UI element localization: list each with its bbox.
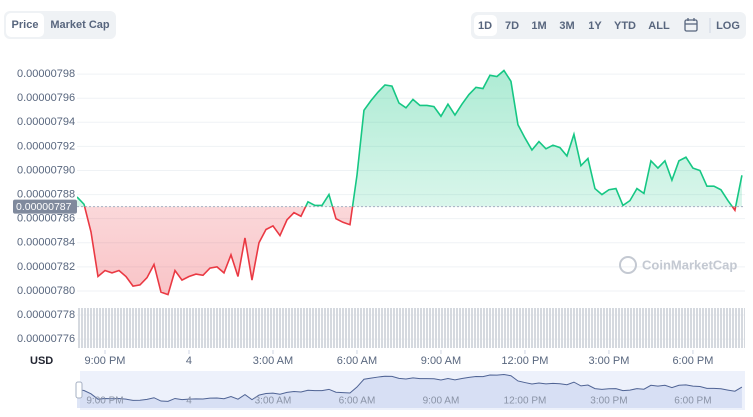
y-tick-label: 0.00000782 (17, 261, 75, 273)
range-selected (474, 15, 497, 36)
x-tick-label: 12:00 PM (501, 355, 548, 367)
range-button[interactable]: 1D (478, 20, 492, 32)
y-tick-label: 0.00000792 (17, 140, 75, 152)
navigator-tick-label: 6:00 PM (674, 396, 711, 407)
navigator-tick-label: 9:00 PM (86, 396, 123, 407)
x-tick-label: 4 (186, 355, 192, 367)
range-button[interactable]: YTD (614, 20, 636, 32)
y-tick-label: 0.00000784 (17, 237, 75, 249)
currency-label: USD (30, 355, 53, 367)
y-tick-label: 0.00000788 (17, 188, 75, 200)
y-tick-label: 0.00000778 (17, 309, 75, 321)
x-tick-label: 9:00 PM (85, 355, 126, 367)
navigator-tick-label: 3:00 PM (590, 396, 627, 407)
range-button[interactable]: 1M (531, 20, 546, 32)
price-line-up (77, 69, 743, 207)
range-button[interactable]: ALL (648, 20, 670, 32)
x-tick-label: 6:00 PM (672, 355, 713, 367)
range-button[interactable]: 7D (505, 20, 519, 32)
toggle-selected (6, 13, 44, 37)
navigator-line (76, 373, 743, 402)
range-button[interactable]: 1Y (588, 20, 602, 32)
range-group (471, 12, 746, 39)
navigator-tick-label: 9:00 AM (423, 396, 460, 407)
area-up (77, 70, 742, 207)
navigator-tick-label: 4 (186, 396, 192, 407)
navigator-tick-label: 6:00 AM (339, 396, 376, 407)
range-button[interactable]: 3M (559, 20, 574, 32)
toggle-button[interactable]: Market Cap (50, 19, 110, 31)
x-tick-label: 9:00 AM (421, 355, 461, 367)
watermark: CoinMarketCap (619, 256, 737, 274)
navigator-tick-label: 3:00 AM (255, 396, 292, 407)
toggle-button[interactable]: Price (12, 19, 39, 31)
reference-label: 0.00000787 (16, 201, 72, 213)
y-tick-label: 0.00000798 (17, 68, 75, 80)
price-line-down (83, 206, 737, 296)
calendar-icon[interactable] (684, 18, 698, 32)
x-tick-label: 6:00 AM (337, 355, 377, 367)
navigator-handle[interactable] (75, 381, 83, 399)
y-tick-label: 0.00000780 (17, 285, 75, 297)
log-button[interactable]: LOG (716, 20, 740, 32)
reference-label-box (13, 199, 77, 214)
y-tick-label: 0.00000776 (17, 333, 75, 345)
watermark-text: CoinMarketCap (642, 257, 737, 272)
y-tick-label: 0.00000790 (17, 164, 75, 176)
navigator-tick-label: 12:00 PM (504, 396, 547, 407)
area-down (77, 206, 742, 295)
navigator-area (77, 374, 742, 408)
y-tick-label: 0.00000794 (17, 116, 75, 128)
y-tick-label: 0.00000796 (17, 92, 75, 104)
y-tick-label: 0.00000786 (17, 213, 75, 225)
x-tick-label: 3:00 AM (253, 355, 293, 367)
x-tick-label: 3:00 PM (588, 355, 629, 367)
volume-bars (78, 308, 745, 348)
